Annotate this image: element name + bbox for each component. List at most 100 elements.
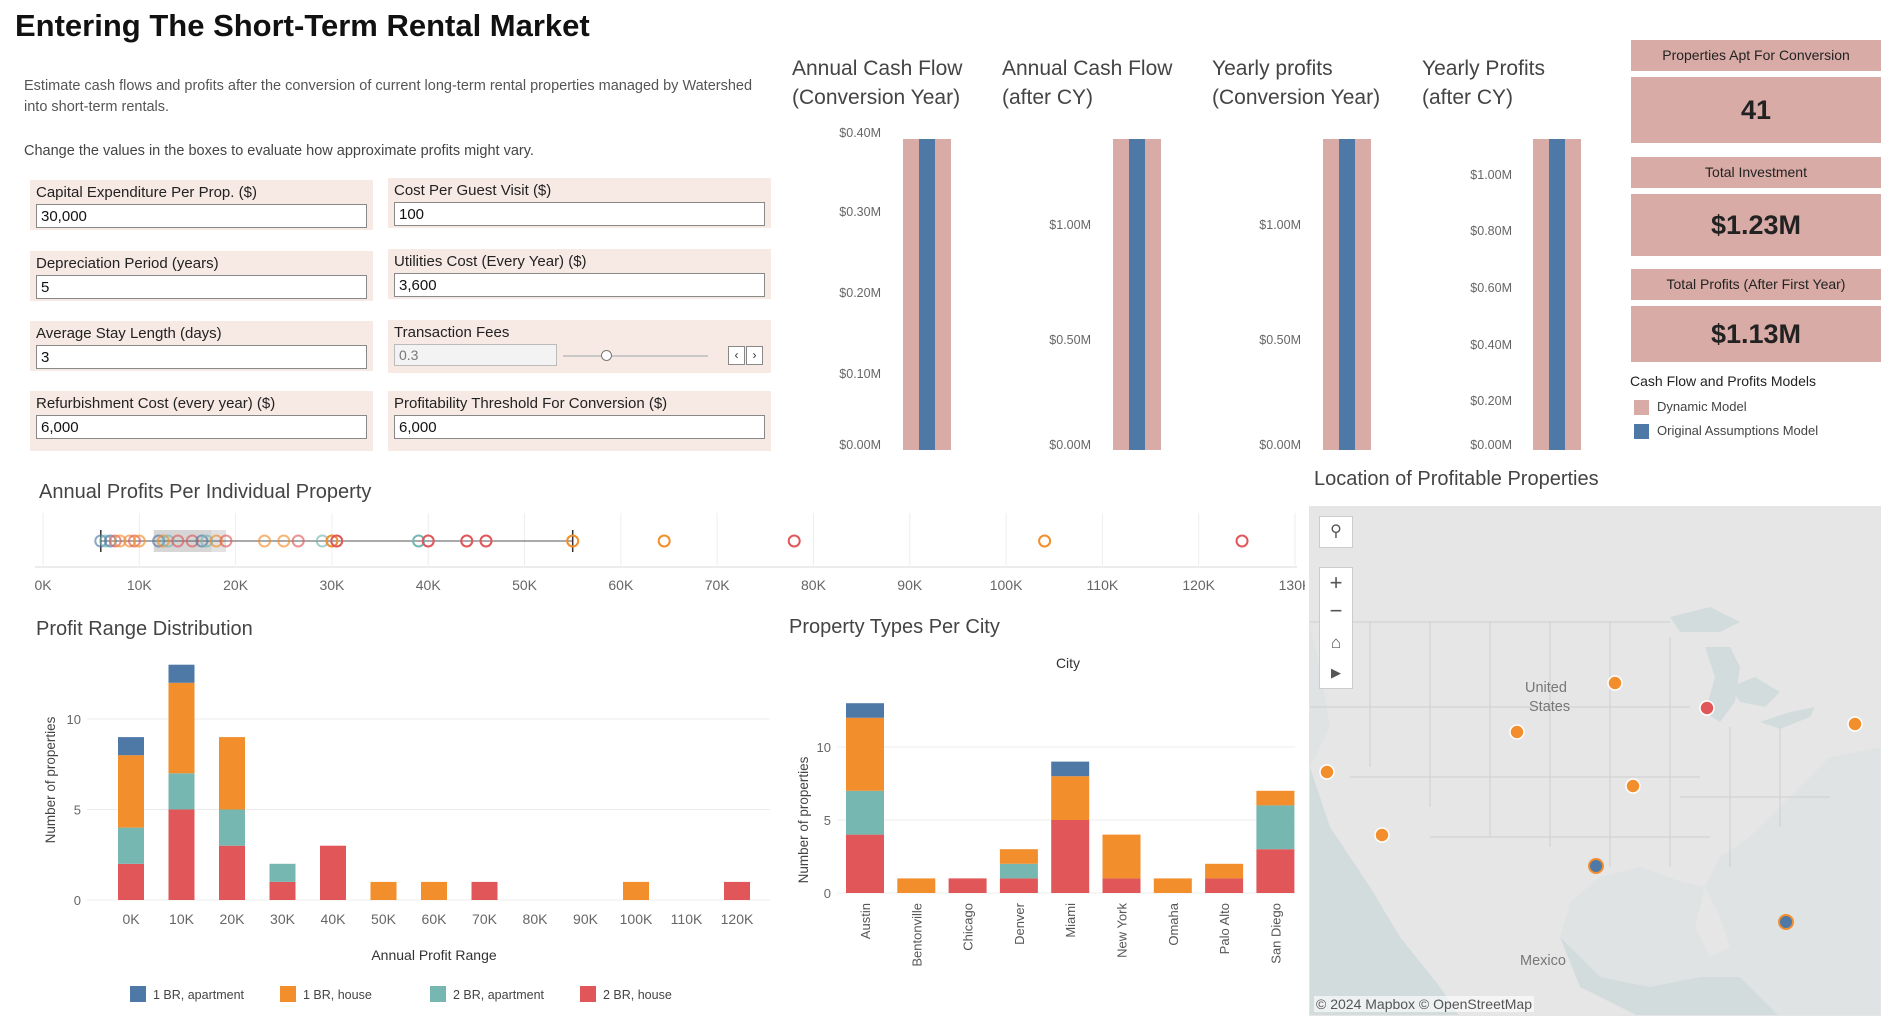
bar-segment[interactable] — [999, 849, 1038, 864]
bar-segment[interactable] — [846, 834, 884, 893]
legend-label[interactable]: 1 BR, house — [303, 988, 372, 1002]
bar-segment[interactable] — [846, 703, 884, 718]
bar-segment[interactable] — [1205, 863, 1244, 879]
profit-point[interactable] — [1038, 534, 1052, 548]
bar-segment[interactable] — [370, 881, 397, 900]
bar-segment[interactable] — [1051, 820, 1090, 893]
bar-segment[interactable] — [471, 881, 498, 900]
bar-segment[interactable] — [269, 863, 296, 882]
bar-segment[interactable] — [118, 737, 144, 756]
profit-point[interactable] — [330, 534, 344, 548]
marker-austin[interactable] — [1588, 858, 1604, 874]
zoom-out-button[interactable]: − — [1329, 598, 1343, 623]
bar-segment[interactable] — [1256, 790, 1295, 806]
marker-san-diego[interactable] — [1374, 827, 1390, 843]
marker-chicago[interactable] — [1699, 700, 1715, 716]
profit-point[interactable] — [185, 534, 199, 548]
profit-point[interactable] — [94, 534, 108, 548]
bar-segment[interactable] — [219, 845, 245, 900]
profit-point[interactable] — [171, 534, 185, 548]
bar-segment[interactable] — [623, 881, 649, 900]
marker-bentonville[interactable] — [1625, 778, 1641, 794]
threshold-input[interactable] — [394, 415, 765, 439]
legend-label[interactable]: 2 BR, house — [603, 988, 672, 1002]
bar-segment[interactable] — [1051, 761, 1090, 777]
map[interactable]: United States Mexico ⚲ + − ⌂ ▶ © 2024 Ma… — [1309, 506, 1881, 1016]
original-model-bar[interactable] — [1339, 139, 1355, 450]
bar-segment[interactable] — [269, 881, 296, 900]
legend-label[interactable]: 2 BR, apartment — [453, 988, 545, 1002]
bar-segment[interactable] — [421, 881, 447, 900]
profit-point[interactable] — [123, 534, 137, 548]
bar-segment[interactable] — [724, 881, 750, 900]
profit-point[interactable] — [99, 534, 113, 548]
profit-point[interactable] — [657, 534, 671, 548]
profit-point[interactable] — [113, 534, 127, 548]
slider-handle[interactable] — [600, 350, 612, 361]
profit-point[interactable] — [258, 534, 272, 548]
bar-segment[interactable] — [118, 755, 144, 828]
profit-point[interactable] — [108, 534, 122, 548]
bar-segment[interactable] — [320, 845, 346, 900]
increment-button[interactable]: › — [746, 346, 763, 365]
profit-point[interactable] — [200, 534, 214, 548]
bar-segment[interactable] — [1256, 805, 1295, 850]
bar-segment[interactable] — [1153, 878, 1192, 893]
legend-label[interactable]: 1 BR, apartment — [153, 988, 245, 1002]
profit-point[interactable] — [325, 534, 339, 548]
profit-point[interactable] — [421, 534, 435, 548]
profit-point[interactable] — [566, 534, 580, 548]
bar-segment[interactable] — [168, 809, 195, 901]
bar-segment[interactable] — [948, 878, 987, 893]
zoom-in-button[interactable]: + — [1329, 570, 1343, 595]
bar-segment[interactable] — [1256, 849, 1295, 893]
marker-denver[interactable] — [1509, 724, 1525, 740]
bar-segment[interactable] — [118, 827, 144, 864]
cost-per-visit-input[interactable] — [394, 202, 765, 226]
bar-segment[interactable] — [1102, 834, 1141, 879]
profit-point[interactable] — [479, 534, 493, 548]
profit-point[interactable] — [460, 534, 474, 548]
marker-omaha[interactable] — [1607, 675, 1623, 691]
bar-segment[interactable] — [999, 878, 1038, 893]
slider-track[interactable] — [563, 355, 708, 357]
profit-point[interactable] — [412, 534, 426, 548]
profit-point[interactable] — [195, 534, 209, 548]
bar-segment[interactable] — [118, 863, 144, 900]
bar-segment[interactable] — [846, 717, 884, 791]
profit-point[interactable] — [132, 534, 146, 548]
expand-toolbar-icon[interactable]: ▶ — [1331, 665, 1341, 680]
depreciation-input[interactable] — [36, 275, 367, 299]
profit-point[interactable] — [277, 534, 291, 548]
profit-point[interactable] — [219, 534, 233, 548]
stay-length-input[interactable] — [36, 345, 367, 369]
map-canvas[interactable]: United States Mexico — [1310, 507, 1881, 1016]
map-search-button[interactable]: ⚲ — [1319, 516, 1353, 548]
legend-item-original[interactable]: Original Assumptions Model — [1630, 419, 1890, 443]
bar-segment[interactable] — [999, 863, 1038, 879]
marker-palo-alto[interactable] — [1319, 764, 1335, 780]
original-model-bar[interactable] — [1129, 139, 1145, 450]
home-icon[interactable]: ⌂ — [1330, 633, 1342, 652]
bar-segment[interactable] — [897, 878, 936, 893]
marker-miami[interactable] — [1778, 914, 1794, 930]
bar-segment[interactable] — [168, 773, 195, 810]
profit-point[interactable] — [127, 534, 141, 548]
bar-segment[interactable] — [168, 664, 195, 683]
utilities-input[interactable] — [394, 273, 765, 297]
refurbishment-input[interactable] — [36, 415, 367, 439]
bar-segment[interactable] — [219, 809, 245, 846]
profit-point[interactable] — [787, 534, 801, 548]
bar-segment[interactable] — [1102, 878, 1141, 893]
profit-point[interactable] — [315, 534, 329, 548]
profit-point[interactable] — [103, 534, 117, 548]
bar-segment[interactable] — [846, 790, 884, 835]
bar-segment[interactable] — [168, 682, 195, 774]
legend-item-dynamic[interactable]: Dynamic Model — [1630, 395, 1890, 419]
transaction-fees-value[interactable]: 0.3 — [394, 344, 557, 366]
profit-point[interactable] — [152, 534, 166, 548]
decrement-button[interactable]: ‹ — [728, 346, 745, 365]
bar-segment[interactable] — [1051, 776, 1090, 820]
profit-point[interactable] — [291, 534, 305, 548]
capex-input[interactable] — [36, 204, 367, 228]
